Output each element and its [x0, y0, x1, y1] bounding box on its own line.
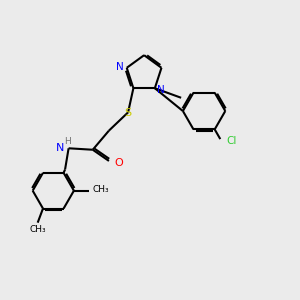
Text: S: S [124, 108, 131, 118]
Text: N: N [157, 85, 165, 95]
Text: H: H [64, 137, 71, 146]
Text: CH₃: CH₃ [92, 185, 109, 194]
Text: N: N [56, 143, 64, 153]
Text: O: O [115, 158, 124, 168]
Text: Cl: Cl [227, 136, 237, 146]
Text: N: N [116, 62, 124, 72]
Text: CH₃: CH₃ [29, 225, 46, 234]
